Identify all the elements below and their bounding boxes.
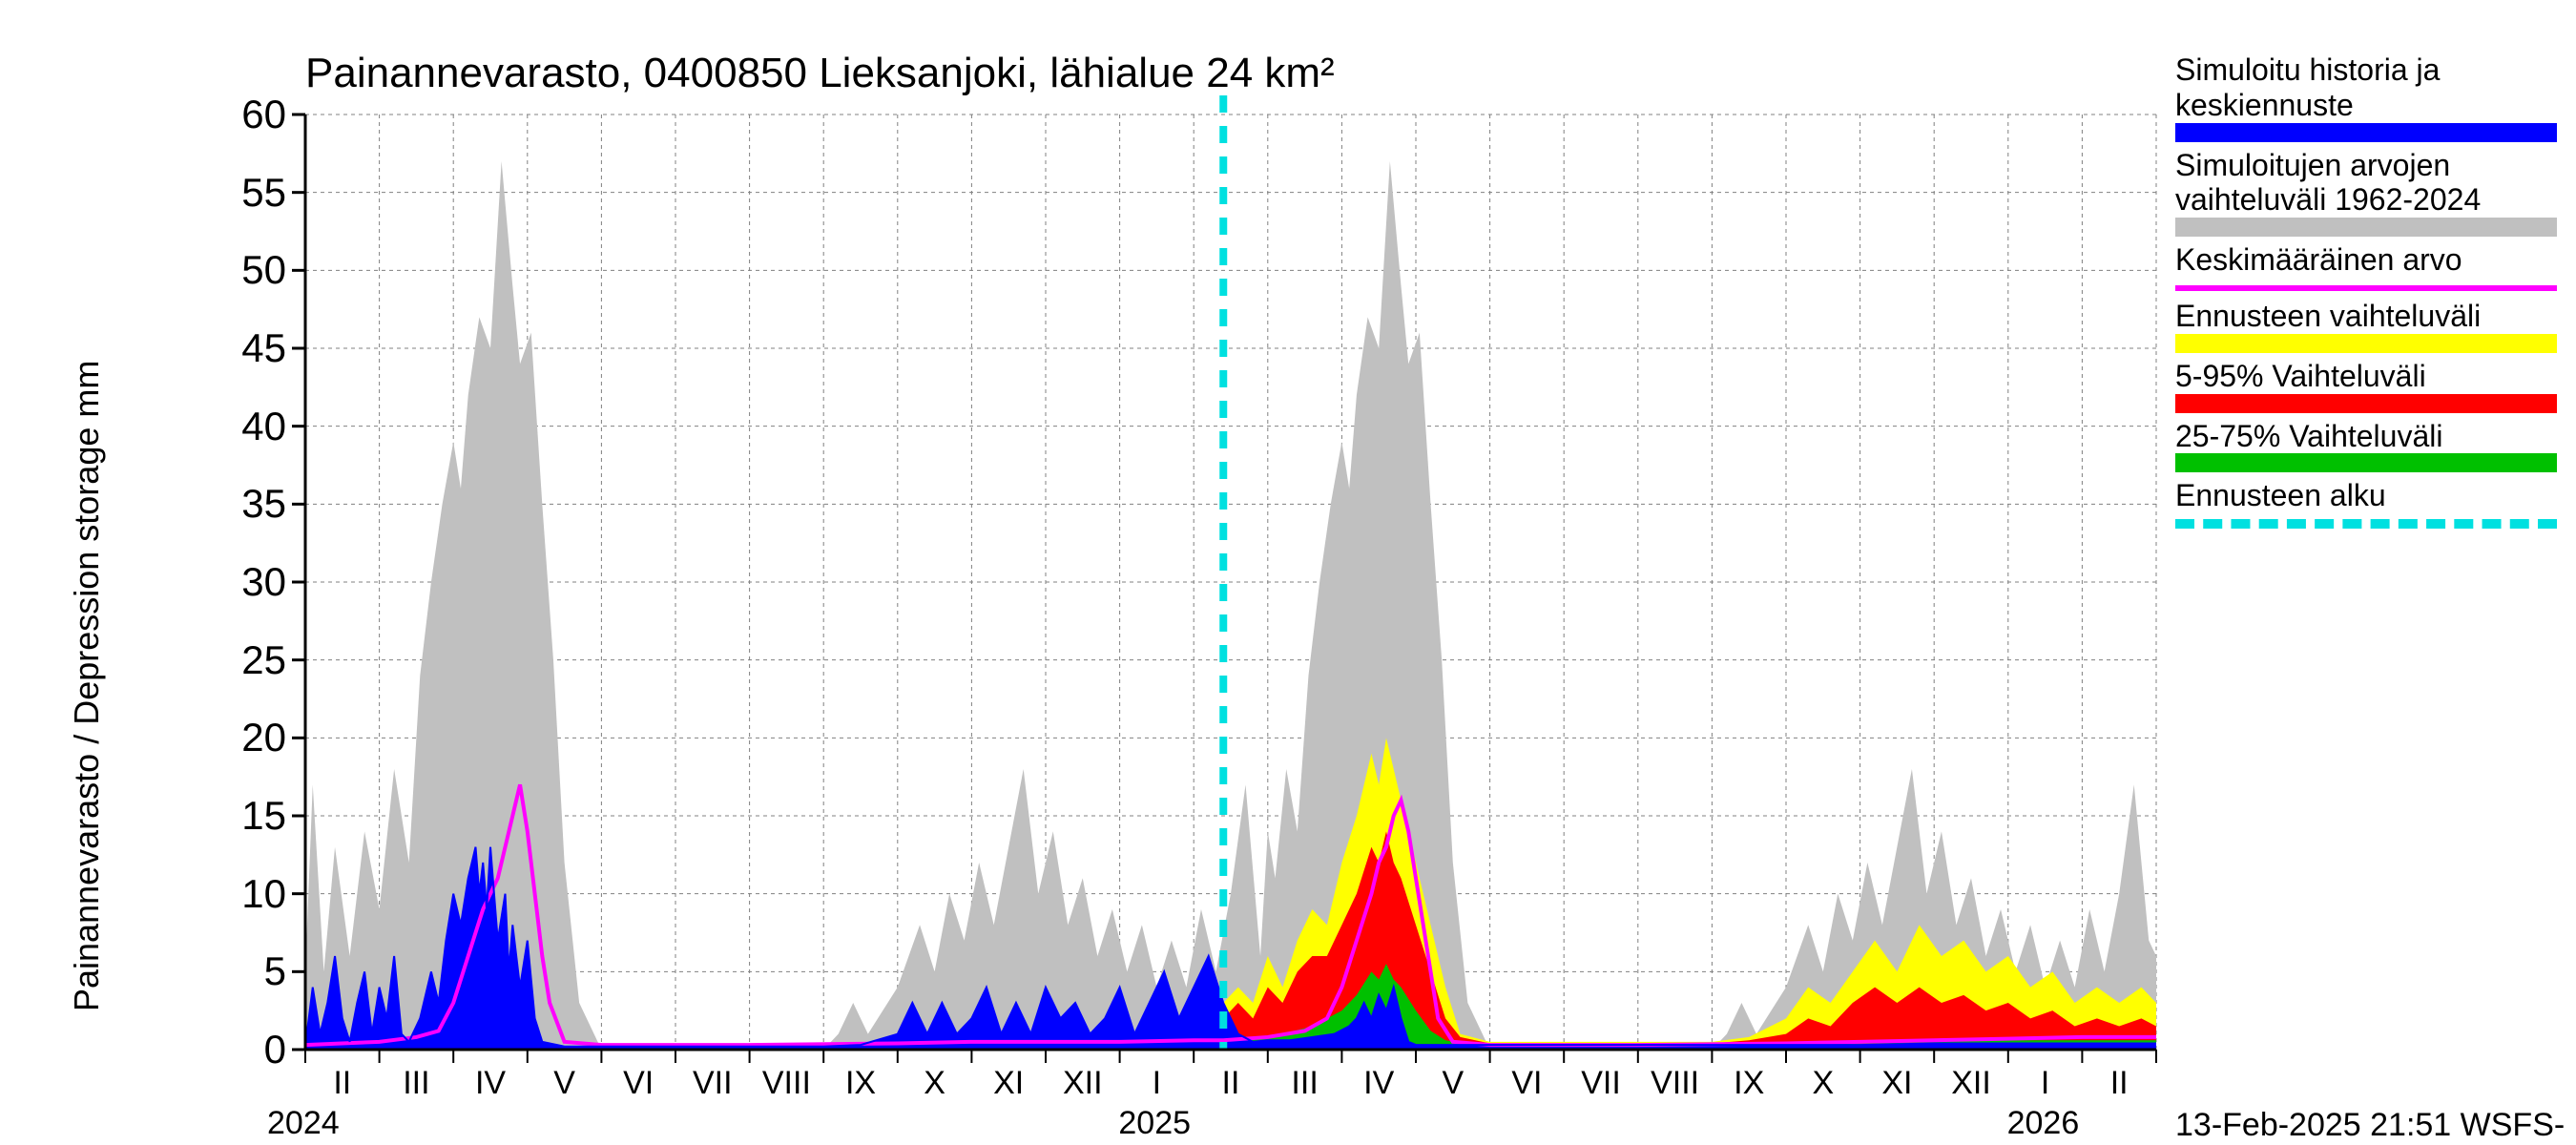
x-tick: VI — [623, 1065, 654, 1102]
legend-label: 25-75% Vaihteluväli — [2175, 419, 2557, 454]
x-tick: VIII — [762, 1065, 811, 1102]
legend-label: Ennusteen vaihteluväli — [2175, 299, 2557, 334]
y-tick: 40 — [210, 404, 286, 449]
legend-swatch — [2175, 453, 2557, 472]
legend-swatch — [2175, 334, 2557, 353]
legend-entry-range_25_75: 25-75% Vaihteluväli — [2175, 419, 2557, 473]
legend-swatch — [2175, 285, 2557, 291]
x-tick: XI — [1881, 1065, 1912, 1102]
legend-swatch — [2175, 218, 2557, 237]
y-tick: 50 — [210, 247, 286, 293]
x-tick: III — [403, 1065, 429, 1102]
x-tick: V — [1442, 1065, 1464, 1102]
x-tick: X — [924, 1065, 945, 1102]
y-tick: 30 — [210, 559, 286, 605]
y-tick: 35 — [210, 481, 286, 527]
legend-label: Keskimääräinen arvo — [2175, 242, 2557, 278]
y-tick: 20 — [210, 715, 286, 760]
legend-entry-central: Simuloitu historia jakeskiennuste — [2175, 52, 2557, 142]
year-label: 2026 — [2007, 1105, 2080, 1142]
y-tick: 45 — [210, 325, 286, 371]
x-tick: V — [553, 1065, 575, 1102]
x-tick: II — [1222, 1065, 1240, 1102]
x-tick: IV — [475, 1065, 506, 1102]
chart-root: Painannevarasto / Depression storage mm … — [0, 0, 2576, 1145]
legend-entry-forecast_start: Ennusteen alku — [2175, 478, 2557, 529]
x-tick: IV — [1363, 1065, 1394, 1102]
x-tick: II — [2110, 1065, 2129, 1102]
legend-label: vaihteluväli 1962-2024 — [2175, 182, 2557, 218]
year-label: 2024 — [267, 1105, 340, 1142]
legend-swatch — [2175, 394, 2557, 413]
x-tick: VIII — [1651, 1065, 1699, 1102]
y-tick: 10 — [210, 871, 286, 917]
legend-swatch — [2175, 519, 2557, 529]
legend-entry-mean: Keskimääräinen arvo — [2175, 242, 2557, 291]
y-tick: 60 — [210, 92, 286, 137]
legend-entry-forecast_range: Ennusteen vaihteluväli — [2175, 299, 2557, 353]
y-tick: 0 — [210, 1027, 286, 1072]
x-tick: IX — [1734, 1065, 1764, 1102]
year-label: 2025 — [1118, 1105, 1191, 1142]
legend-label: keskiennuste — [2175, 88, 2557, 123]
y-tick: 15 — [210, 793, 286, 839]
legend-entry-range_5_95: 5-95% Vaihteluväli — [2175, 359, 2557, 413]
legend: Simuloitu historia jakeskiennusteSimuloi… — [2175, 52, 2557, 534]
x-tick: X — [1812, 1065, 1834, 1102]
y-tick: 5 — [210, 948, 286, 994]
x-tick: I — [1153, 1065, 1161, 1102]
x-tick: XI — [993, 1065, 1024, 1102]
footer-timestamp: 13-Feb-2025 21:51 WSFS-O — [2175, 1107, 2576, 1145]
legend-entry-hist_range: Simuloitujen arvojenvaihteluväli 1962-20… — [2175, 148, 2557, 238]
legend-label: Simuloitujen arvojen — [2175, 148, 2557, 183]
x-tick: VI — [1511, 1065, 1542, 1102]
x-tick: VII — [1581, 1065, 1621, 1102]
legend-label: 5-95% Vaihteluväli — [2175, 359, 2557, 394]
x-tick: III — [1291, 1065, 1318, 1102]
y-tick: 25 — [210, 637, 286, 683]
x-tick: VII — [693, 1065, 733, 1102]
legend-label: Simuloitu historia ja — [2175, 52, 2557, 88]
x-tick: XII — [1951, 1065, 1991, 1102]
y-tick: 55 — [210, 170, 286, 216]
legend-label: Ennusteen alku — [2175, 478, 2557, 513]
x-tick: II — [333, 1065, 351, 1102]
x-tick: I — [2041, 1065, 2049, 1102]
x-tick: IX — [845, 1065, 876, 1102]
legend-swatch — [2175, 123, 2557, 142]
x-tick: XII — [1063, 1065, 1103, 1102]
